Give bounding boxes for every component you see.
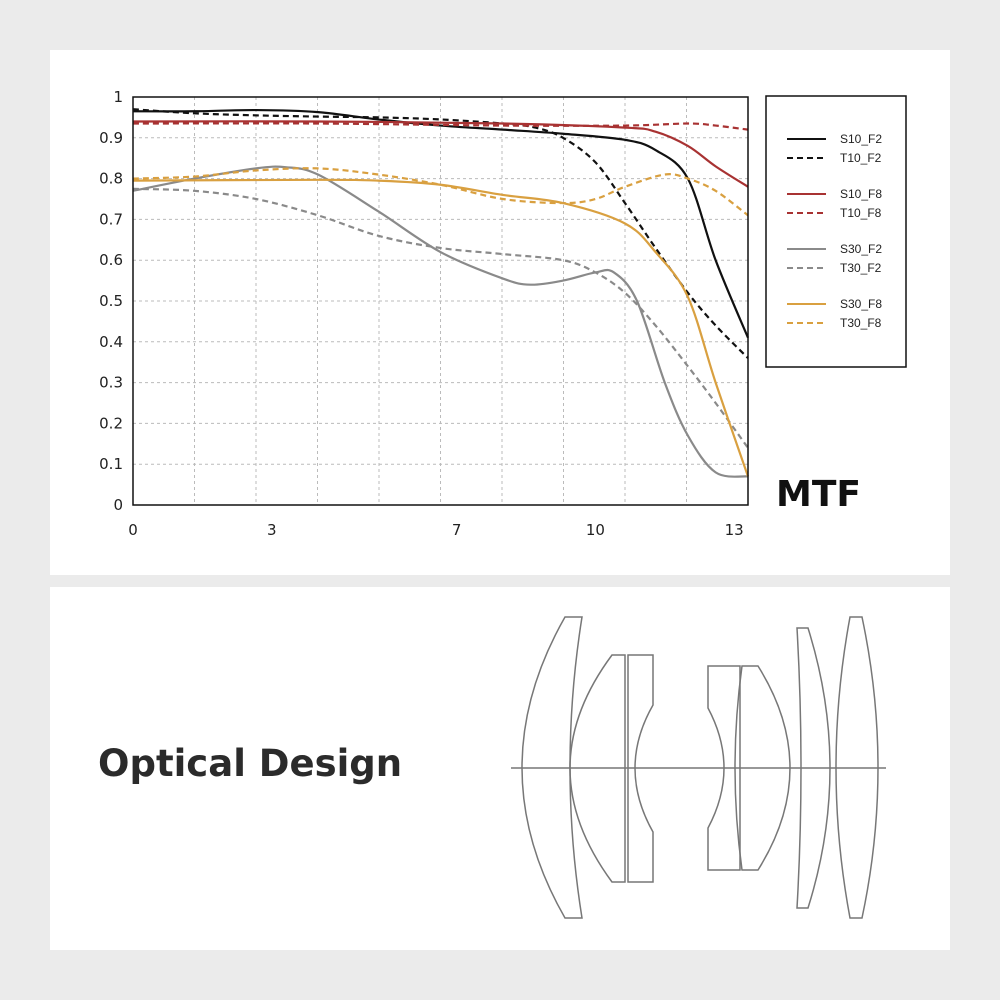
legend-label: T30_F2 bbox=[840, 261, 882, 275]
legend-label: S10_F8 bbox=[840, 187, 882, 201]
lens-element-6 bbox=[796, 627, 831, 909]
lens-element-1 bbox=[521, 616, 583, 919]
series-line-t10_f8 bbox=[132, 122, 749, 131]
lens-element-2 bbox=[569, 654, 626, 883]
x-tick-label: 7 bbox=[452, 521, 462, 539]
x-tick-label: 13 bbox=[725, 521, 744, 539]
y-tick-label: 0.8 bbox=[99, 170, 123, 188]
legend-box bbox=[765, 95, 907, 368]
legend-label: T10_F8 bbox=[840, 206, 882, 220]
y-tick-label: 0.4 bbox=[99, 333, 123, 351]
x-tick-label: 10 bbox=[586, 521, 605, 539]
legend-label: T30_F8 bbox=[840, 316, 882, 330]
lens-element-4 bbox=[707, 665, 741, 871]
series-line-t10_f2 bbox=[132, 108, 749, 359]
series-line-s30_f2 bbox=[132, 165, 749, 478]
y-tick-label: 0.1 bbox=[99, 455, 123, 473]
y-tick-label: 0.2 bbox=[99, 414, 123, 432]
lens-element-3 bbox=[627, 654, 654, 883]
y-tick-label: 0.6 bbox=[99, 251, 123, 269]
x-tick-label: 0 bbox=[128, 521, 138, 539]
lens-element-7 bbox=[835, 616, 879, 919]
y-tick-label: 0.7 bbox=[99, 210, 123, 228]
mtf-title: MTF bbox=[776, 474, 861, 515]
series-line-s10_f8 bbox=[132, 120, 749, 188]
y-tick-label: 0.3 bbox=[99, 374, 123, 392]
plot-frame bbox=[132, 96, 749, 506]
legend-label: S30_F8 bbox=[840, 297, 882, 311]
y-tick-label: 1 bbox=[113, 88, 123, 106]
legend-label: S10_F2 bbox=[840, 132, 882, 146]
y-tick-label: 0.9 bbox=[99, 129, 123, 147]
series-line-t30_f8 bbox=[132, 167, 749, 217]
legend-label: S30_F2 bbox=[840, 242, 882, 256]
y-tick-label: 0.5 bbox=[99, 292, 123, 310]
legend-label: T10_F2 bbox=[840, 151, 882, 165]
lens-element-5 bbox=[734, 665, 791, 871]
optical-design-title: Optical Design bbox=[98, 742, 403, 785]
series-line-t30_f2 bbox=[132, 187, 749, 449]
x-tick-label: 3 bbox=[267, 521, 277, 539]
series-line-s10_f2 bbox=[132, 108, 750, 339]
y-tick-label: 0 bbox=[113, 496, 123, 514]
